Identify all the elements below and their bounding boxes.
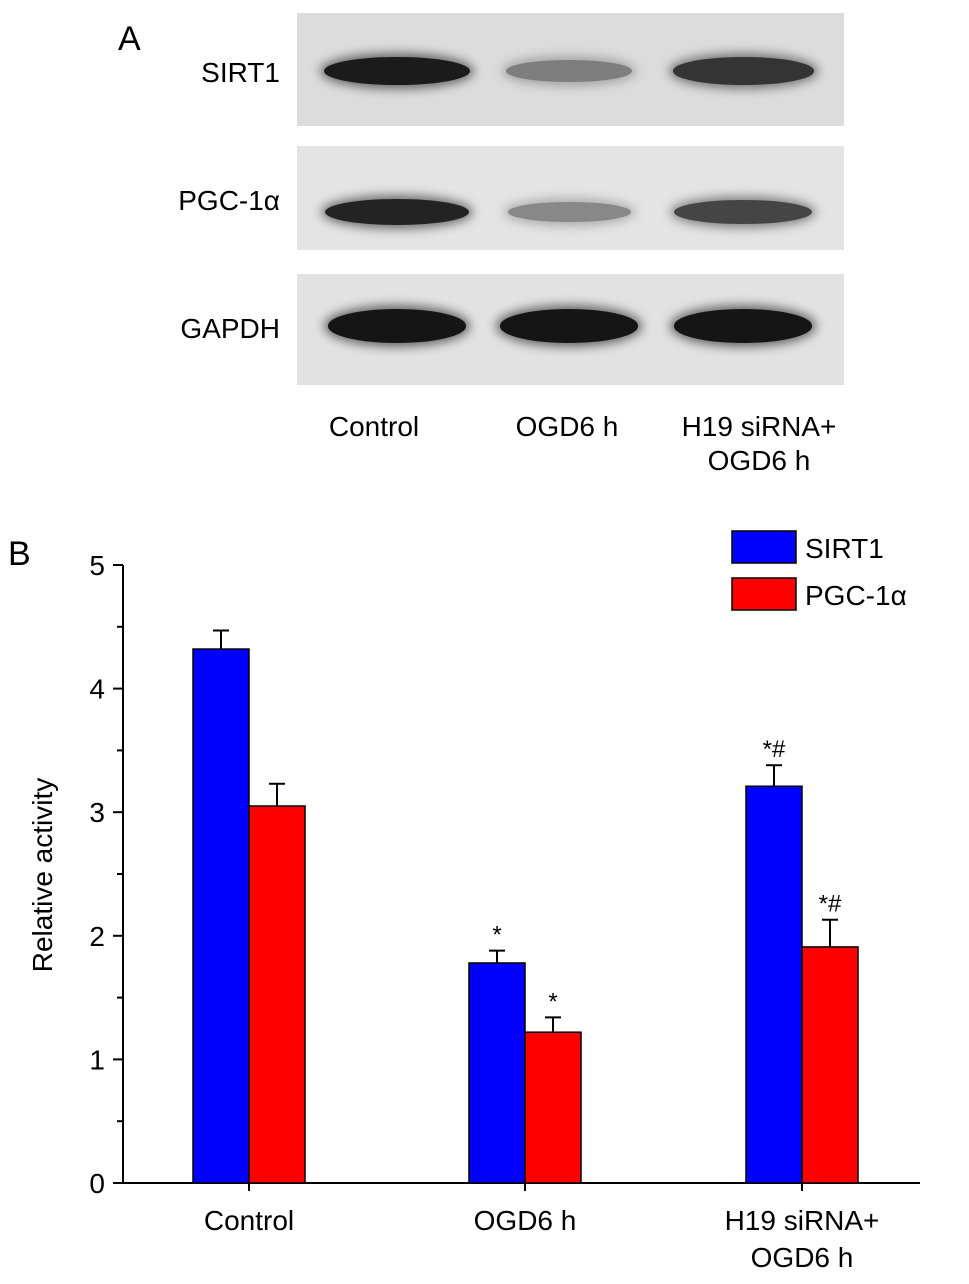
x-tick-label: H19 siRNA+	[725, 1205, 880, 1236]
bar-pgc1a	[524, 1031, 582, 1184]
legend-swatch	[731, 530, 797, 564]
y-tick-label: 4	[89, 674, 105, 705]
blot-label-gapdh: GAPDH	[180, 313, 280, 344]
significance-marker: *	[548, 988, 557, 1015]
y-tick-label: 5	[89, 550, 105, 581]
lane-label-line1: H19 siRNA+	[681, 411, 837, 442]
blot-band	[323, 56, 471, 86]
bar-pgc1a	[248, 805, 306, 1184]
legend-label: SIRT1	[805, 533, 884, 564]
lane-label-line1: OGD6 h	[515, 411, 619, 442]
blot-band	[672, 57, 814, 85]
x-tick-label: OGD6 h	[751, 1242, 854, 1273]
blot-strip-sirt1	[297, 13, 844, 126]
chart-legend: SIRT1 PGC-1α	[731, 530, 907, 611]
blot-label-sirt1: SIRT1	[201, 57, 280, 88]
bar-sirt1	[745, 785, 803, 1184]
significance-marker: *	[492, 922, 501, 949]
blot-band	[328, 309, 466, 343]
y-tick-label: 2	[89, 921, 105, 952]
y-tick-label: 3	[89, 797, 105, 828]
blot-band	[500, 309, 638, 343]
blot-label-pgc1a: PGC-1α	[178, 185, 280, 216]
blot-band	[674, 309, 812, 343]
blot-band	[674, 199, 812, 225]
panel-a-letter: A	[118, 20, 141, 58]
lane-label-ogd: OGD6 h	[457, 410, 677, 444]
y-tick-label: 0	[89, 1168, 105, 1199]
x-tick-label: OGD6 h	[474, 1205, 577, 1236]
bar-sirt1	[192, 648, 250, 1184]
significance-marker: *#	[819, 891, 842, 918]
bar-pgc1a	[801, 946, 859, 1184]
x-tick-label: Control	[204, 1205, 294, 1236]
chart-bars: * *# * *#	[192, 629, 859, 1184]
lane-label-line1: Control	[328, 411, 420, 442]
panel-b-letter: B	[8, 535, 31, 573]
bar-sirt1	[468, 962, 526, 1184]
y-axis-label: Relative activity	[27, 778, 58, 973]
lane-label-h19-ogd: H19 siRNA+ OGD6 h	[649, 410, 869, 478]
lane-label-line2: OGD6 h	[707, 445, 811, 476]
blot-band	[324, 198, 470, 226]
blot-strip-pgc1a	[297, 146, 844, 250]
legend-label: PGC-1α	[805, 580, 907, 611]
blot-band	[506, 59, 632, 83]
blot-band	[507, 201, 631, 223]
y-tick-label: 1	[89, 1044, 105, 1075]
significance-marker: *#	[763, 736, 786, 763]
legend-swatch	[731, 577, 797, 611]
blot-strip-gapdh	[297, 274, 844, 385]
lane-label-control: Control	[264, 410, 484, 444]
